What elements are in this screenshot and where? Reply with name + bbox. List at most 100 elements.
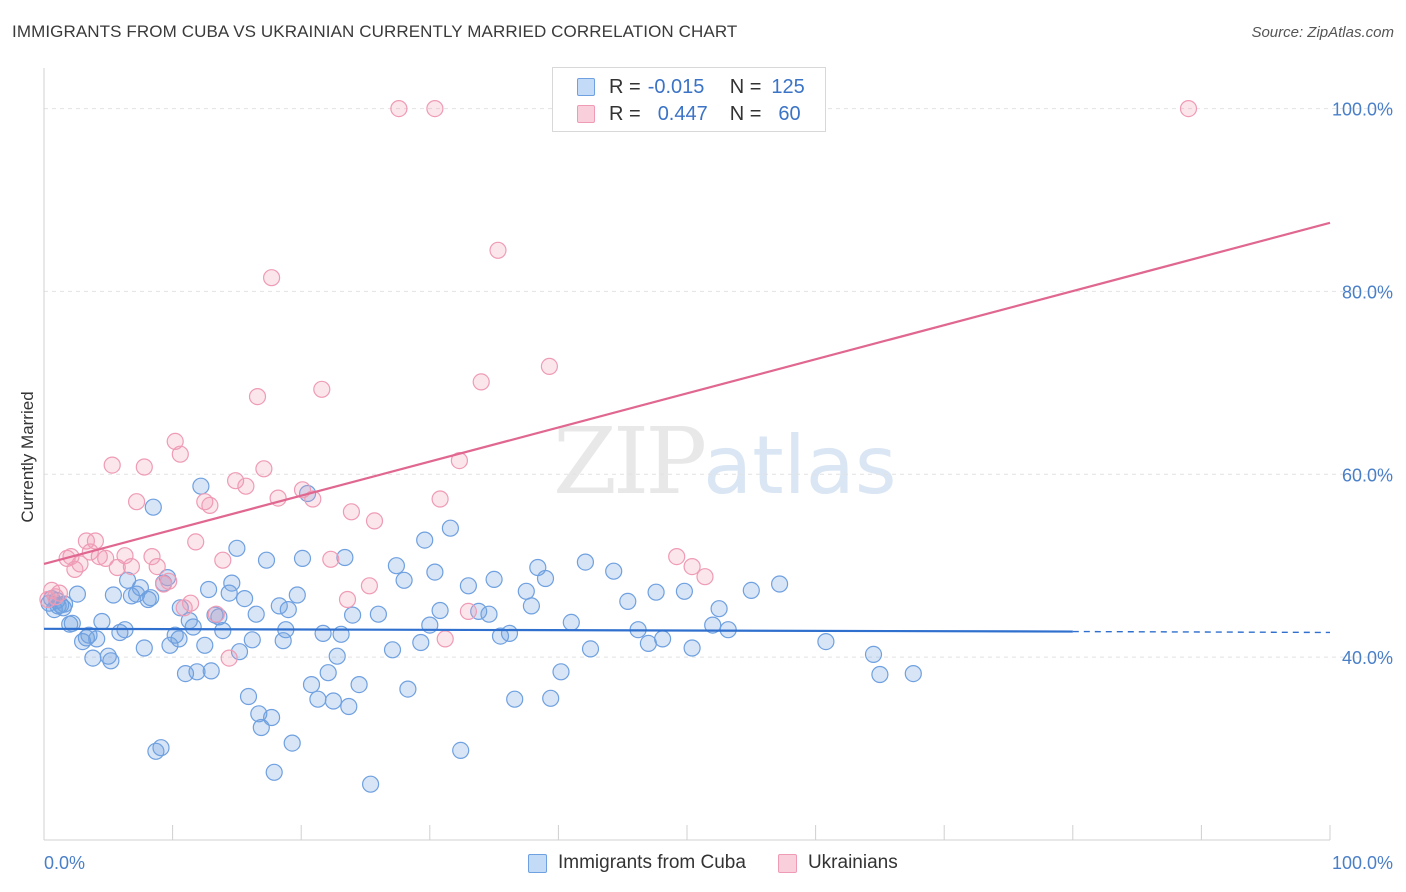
point-ukrainians xyxy=(227,472,245,490)
point-ukrainians xyxy=(207,605,225,623)
point-cuba xyxy=(99,647,117,665)
legend-row-cuba: R = -0.015 N = 125 xyxy=(577,75,805,99)
point-cuba xyxy=(200,580,218,599)
trend-line-cuba xyxy=(43,627,1073,633)
point-ukrainians xyxy=(322,550,340,568)
point-cuba xyxy=(605,562,623,580)
point-ukrainians xyxy=(683,557,701,576)
point-cuba xyxy=(395,571,413,589)
legend-label-cuba: Immigrants from Cuba xyxy=(558,852,746,873)
point-cuba xyxy=(309,690,327,708)
point-cuba xyxy=(283,734,301,752)
point-cuba xyxy=(647,583,665,601)
point-cuba xyxy=(426,563,444,581)
point-ukrainians xyxy=(237,477,255,495)
trend-lines xyxy=(43,221,1331,634)
source-label: Source: ZipAtlas.com xyxy=(1251,24,1394,41)
point-ukrainians xyxy=(97,549,115,568)
point-cuba xyxy=(536,569,555,588)
point-cuba xyxy=(192,477,210,495)
point-ukrainians xyxy=(103,456,121,474)
point-ukrainians xyxy=(220,649,238,667)
point-cuba xyxy=(257,551,276,569)
legend-swatch-ukrainians xyxy=(777,853,797,873)
point-ukrainians xyxy=(71,555,89,573)
point-cuba xyxy=(324,692,342,710)
axes xyxy=(43,68,1331,841)
point-ukrainians xyxy=(171,445,189,463)
point-cuba xyxy=(279,600,297,619)
point-ukrainians xyxy=(201,496,219,514)
point-cuba xyxy=(270,597,288,615)
legend-r-label: R = xyxy=(609,75,641,98)
point-ukrainians xyxy=(77,532,96,550)
point-cuba xyxy=(399,680,417,698)
legend-item-ukrainians[interactable]: Ukrainians xyxy=(777,852,898,874)
point-cuba xyxy=(288,586,306,604)
point-ukrainians xyxy=(116,547,134,565)
legend-item-cuba[interactable]: Immigrants from Cuba xyxy=(528,852,746,874)
point-cuba xyxy=(552,663,570,681)
point-cuba xyxy=(104,586,123,604)
point-ukrainians xyxy=(304,490,322,508)
x-tick-label: 0.0% xyxy=(44,853,85,873)
point-ukrainians xyxy=(365,512,384,530)
point-cuba xyxy=(144,498,162,516)
point-cuba xyxy=(250,705,268,723)
point-ukrainians xyxy=(128,493,146,511)
legend-row-ukrainians: R = 0.447 N = 60 xyxy=(577,102,801,126)
point-cuba xyxy=(441,519,459,537)
point-cuba xyxy=(619,592,637,611)
point-cuba xyxy=(202,662,220,680)
point-cuba xyxy=(350,675,368,694)
point-ukrainians xyxy=(122,557,140,576)
point-cuba xyxy=(68,585,87,603)
point-cuba xyxy=(102,652,120,670)
point-ukrainians xyxy=(360,577,378,595)
point-cuba xyxy=(328,647,346,665)
point-cuba xyxy=(506,690,524,708)
series-legend: Immigrants from Cuba Ukrainians xyxy=(528,852,930,874)
point-ukrainians xyxy=(263,269,281,287)
point-ukrainians xyxy=(214,551,232,569)
point-cuba xyxy=(517,582,535,600)
point-cuba xyxy=(387,557,405,575)
point-ukrainians xyxy=(472,373,490,391)
point-cuba xyxy=(210,608,228,626)
point-cuba xyxy=(93,612,111,631)
legend-label-ukrainians: Ukrainians xyxy=(807,852,898,873)
point-cuba xyxy=(904,664,922,683)
point-cuba xyxy=(188,663,206,681)
point-cuba xyxy=(369,605,387,623)
point-ukrainians xyxy=(338,590,357,609)
point-cuba xyxy=(542,689,560,707)
legend-n-value: 125 xyxy=(771,75,805,98)
point-cuba xyxy=(196,636,214,654)
legend-r-label: R = xyxy=(609,102,641,125)
legend-n-label: N = xyxy=(729,102,762,125)
point-cuba xyxy=(228,539,246,557)
point-cuba xyxy=(171,599,189,617)
point-cuba xyxy=(243,631,261,649)
point-cuba xyxy=(362,775,380,793)
point-ukrainians xyxy=(135,458,153,476)
watermark: ZIPatlas xyxy=(553,408,897,515)
point-cuba xyxy=(239,687,258,706)
point-cuba xyxy=(55,595,74,613)
point-cuba xyxy=(184,618,202,636)
point-cuba xyxy=(653,630,672,648)
y-tick-label: 100.0% xyxy=(1332,100,1393,120)
y-tick-label: 40.0% xyxy=(1342,648,1393,668)
point-cuba xyxy=(340,697,358,716)
legend-n-value: 60 xyxy=(778,102,801,125)
trend-line-ukrainians xyxy=(43,221,1331,565)
point-cuba xyxy=(170,630,188,648)
point-cuba xyxy=(220,584,238,602)
point-ukrainians xyxy=(143,547,161,566)
point-cuba xyxy=(576,553,595,571)
point-ukrainians xyxy=(459,602,477,621)
point-cuba xyxy=(131,579,149,597)
point-ukrainians xyxy=(248,388,267,406)
legend-r-value: -0.015 xyxy=(647,75,705,98)
